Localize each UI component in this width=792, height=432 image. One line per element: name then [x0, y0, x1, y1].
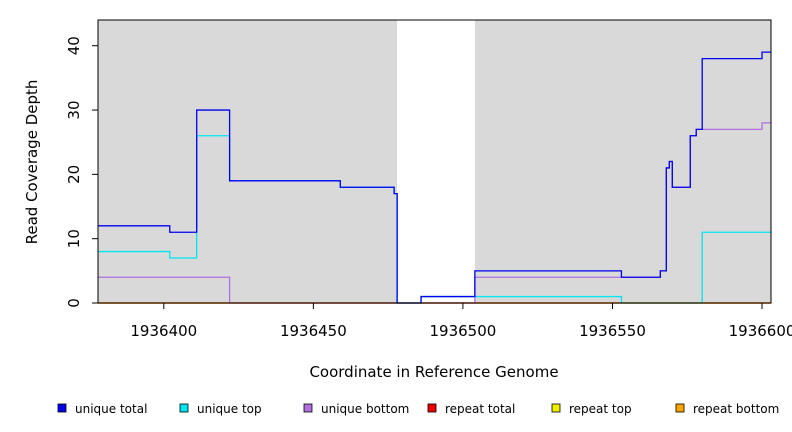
legend-swatch-repeat-total — [427, 403, 437, 413]
y-tick-label: 20 — [65, 165, 83, 184]
legend-swatch-repeat-top — [551, 403, 561, 413]
y-tick-label: 30 — [65, 100, 83, 119]
x-axis-title: Coordinate in Reference Genome — [309, 363, 558, 381]
tick-labels: 1936400 1936450 1936500 1936550 1936600 0 10 20… — [65, 36, 792, 340]
legend-label: repeat total — [445, 402, 515, 416]
legend-label: unique total — [75, 402, 147, 416]
axes — [92, 19, 772, 309]
legend-swatch-unique-bottom — [303, 403, 313, 413]
plot-frame — [97, 19, 772, 304]
y-tick-label: 10 — [65, 229, 83, 248]
legend-swatch-unique-total — [57, 403, 67, 413]
x-tick-label: 1936450 — [280, 322, 347, 340]
shaded-region-1 — [98, 20, 398, 303]
legend-label: unique bottom — [321, 402, 409, 416]
y-axis-title: Read Coverage Depth — [23, 80, 41, 245]
x-tick-label: 1936600 — [729, 322, 792, 340]
y-tick-label: 40 — [65, 36, 83, 55]
y-tick-label: 0 — [65, 298, 83, 308]
legend-swatch-repeat-bottom — [675, 403, 685, 413]
legend-label: repeat top — [569, 402, 632, 416]
legend: unique total unique top unique bottom repea… — [57, 402, 779, 416]
x-tick-label: 1936550 — [579, 322, 646, 340]
series-line-unique-total — [98, 51, 771, 304]
x-tick-label: 1936400 — [130, 322, 197, 340]
legend-label: repeat bottom — [693, 402, 779, 416]
legend-label: unique top — [197, 402, 262, 416]
shaded-region-2 — [474, 20, 771, 303]
x-tick-label: 1936500 — [430, 322, 497, 340]
shaded-regions — [98, 20, 771, 303]
legend-swatch-unique-top — [179, 403, 189, 413]
